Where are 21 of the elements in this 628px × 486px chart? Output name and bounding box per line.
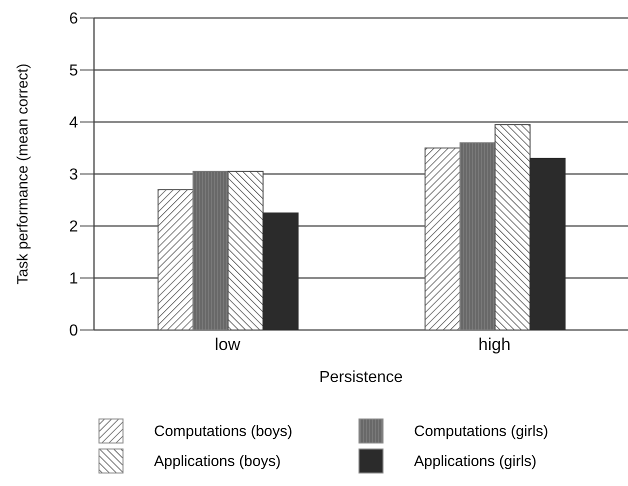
- x-tick-label: low: [214, 335, 241, 354]
- y-tick-label: 1: [69, 270, 78, 288]
- y-tick-label: 5: [69, 62, 78, 80]
- bar: [192, 170, 229, 330]
- bar: [158, 189, 194, 330]
- y-tick-label: 6: [69, 10, 78, 28]
- y-tick-label: 3: [69, 166, 78, 184]
- y-axis-title: Task performance (mean correct): [14, 64, 32, 284]
- y-tick-label: 4: [69, 114, 78, 132]
- x-tick-label: high: [478, 335, 511, 354]
- y-tick-label: 0: [69, 322, 78, 340]
- x-axis-title: Persistence: [319, 369, 403, 386]
- legend-label: Computations (girls): [414, 422, 548, 440]
- legend-label: Computations (boys): [154, 422, 292, 440]
- bar: [262, 212, 299, 330]
- bar: [460, 142, 496, 330]
- bar: [424, 148, 461, 330]
- bar: [530, 158, 566, 330]
- y-tick-label: 2: [69, 218, 78, 236]
- legend-label: Applications (boys): [154, 452, 281, 470]
- legend-label: Applications (girls): [414, 452, 537, 470]
